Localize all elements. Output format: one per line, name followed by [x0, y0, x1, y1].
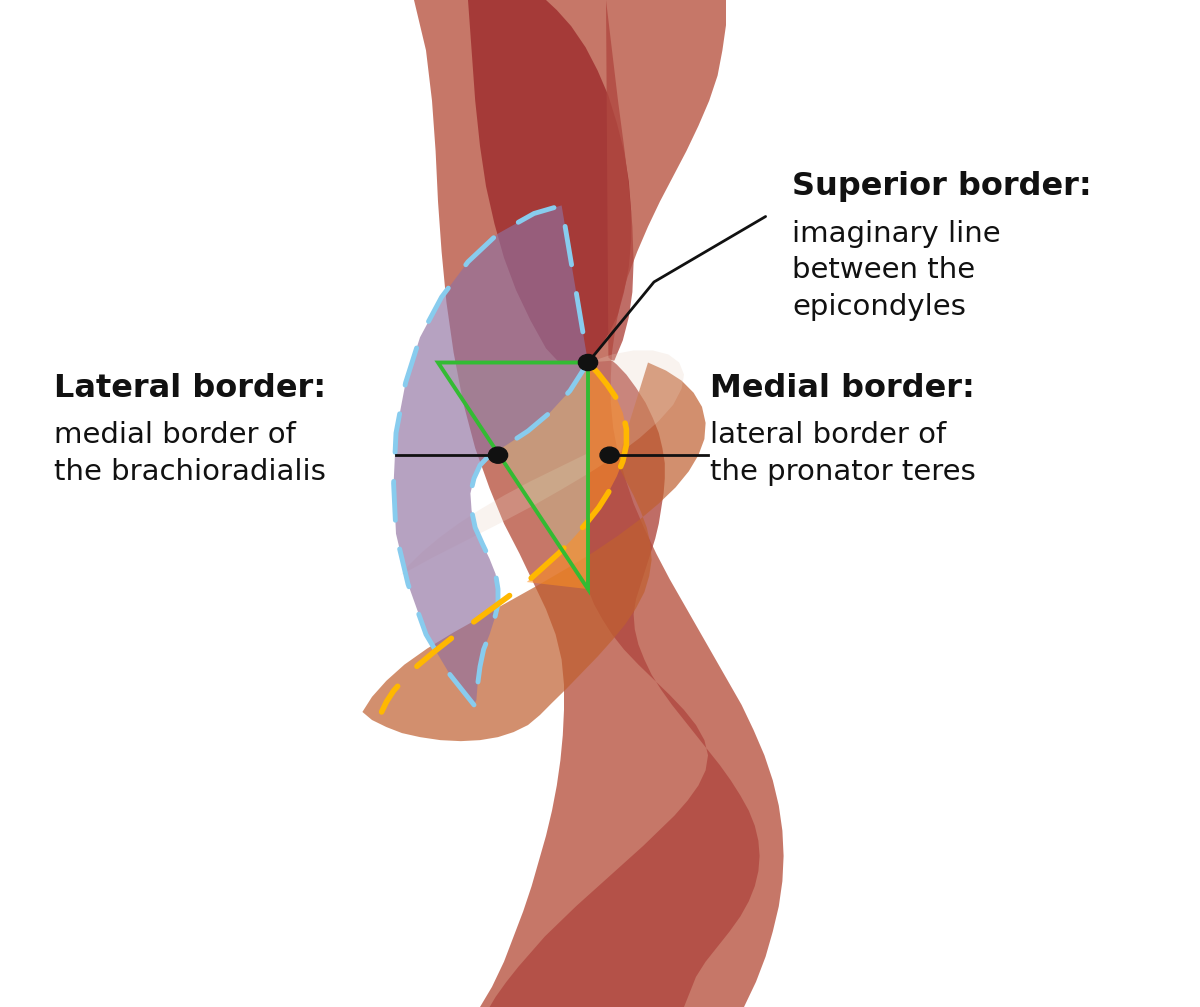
Text: Medial border:: Medial border:	[710, 373, 976, 404]
Polygon shape	[527, 363, 626, 589]
Polygon shape	[490, 0, 760, 1007]
Polygon shape	[362, 363, 706, 741]
Circle shape	[578, 354, 598, 371]
Circle shape	[488, 447, 508, 463]
Polygon shape	[394, 205, 588, 705]
Text: Superior border:: Superior border:	[792, 171, 1092, 202]
Polygon shape	[438, 363, 588, 589]
Text: imaginary line
between the
epicondyles: imaginary line between the epicondyles	[792, 220, 1001, 321]
Polygon shape	[401, 350, 684, 575]
Circle shape	[600, 447, 619, 463]
Text: lateral border of
the pronator teres: lateral border of the pronator teres	[710, 421, 976, 485]
Polygon shape	[414, 0, 784, 1007]
Text: medial border of
the brachioradialis: medial border of the brachioradialis	[54, 421, 326, 485]
Text: Lateral border:: Lateral border:	[54, 373, 326, 404]
Polygon shape	[468, 0, 631, 363]
